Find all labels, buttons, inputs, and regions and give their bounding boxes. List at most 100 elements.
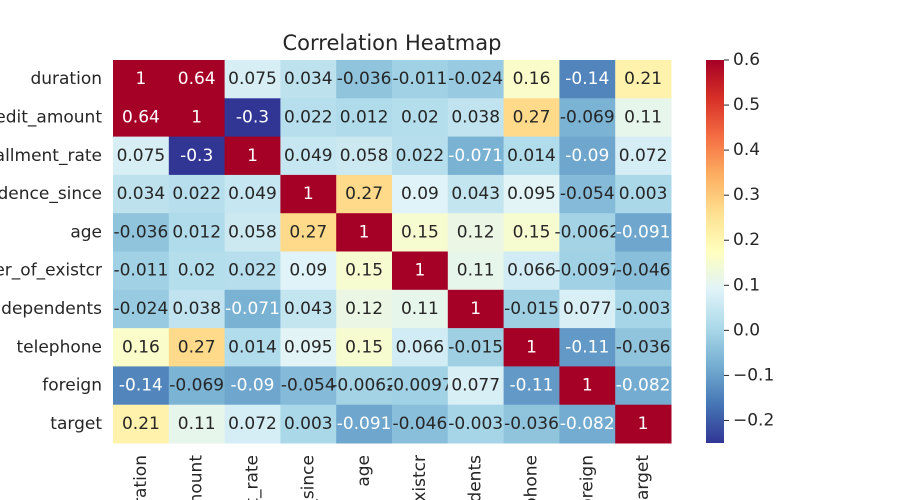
heatmap-cell [336,366,393,406]
cell-label: -0.091 [616,222,671,242]
colorbar-tick-label: 0.5 [733,95,760,115]
heatmap-cell [392,60,449,99]
cell-label: 1 [470,299,481,319]
cell-label: -0.011 [113,261,168,281]
heatmap-cell [615,98,672,138]
heatmap-cell [447,98,505,138]
heatmap-cell [447,213,505,252]
cell-label: -0.11 [510,376,554,396]
heatmap-cell [392,289,449,329]
cell-label: -0.14 [565,69,609,89]
heatmap-cell [224,60,281,99]
cell-label: 1 [191,107,202,127]
cell-label: -0.0097 [554,261,620,281]
heatmap-cell [224,404,281,444]
heatmap-cell [113,251,170,291]
cell-label: 0.072 [228,414,277,434]
chart-title: Correlation Heatmap [283,31,502,55]
cell-label: -0.09 [231,376,275,396]
cell-label: 0.066 [507,261,556,281]
heatmap-cell [503,366,560,406]
row-label: residence_since [0,184,102,204]
heatmap-cell [168,136,226,176]
heatmap-cell [168,289,226,329]
heatmap-cell [615,289,672,329]
cell-label: -0.3 [180,146,213,166]
cell-label: -0.036 [616,337,671,357]
column-label: dependents [466,455,486,500]
heatmap-cell [615,213,672,252]
heatmap-cell [503,213,560,252]
heatmap-cell [392,251,449,291]
heatmap-cell [280,60,337,99]
heatmap-cell [615,60,672,99]
heatmap-cell [615,136,672,176]
cell-label: 0.022 [284,107,333,127]
heatmap-cell [559,289,616,329]
column-label: credit_amount [187,455,207,500]
heatmap-cell [392,404,449,444]
cell-label: 0.014 [228,337,277,357]
heatmap-cell [615,328,672,367]
heatmap-cell [559,328,616,367]
heatmap-cell [447,366,505,406]
heatmap-cell [392,98,449,138]
heatmap-cell [503,60,560,99]
heatmap-cell [447,174,505,214]
heatmap-cell [113,98,170,138]
heatmap-cell [503,289,560,329]
heatmap-cell [168,404,226,444]
cell-label: -0.069 [560,107,615,127]
cell-label: -0.003 [616,299,671,319]
cell-label: 0.022 [396,146,445,166]
heatmap-cell [113,366,170,406]
heatmap-cell [113,328,170,367]
cell-label: -0.14 [119,376,163,396]
heatmap-cell [224,328,281,367]
row-label: installment_rate [0,146,102,166]
cell-label: 0.095 [284,337,333,357]
heatmap-cell [336,328,393,367]
cell-label: 1 [135,69,146,89]
heatmap-cell [336,60,393,99]
cell-label: -0.015 [504,299,559,319]
cell-label: 0.014 [507,146,556,166]
heatmap-cell [503,404,560,444]
cell-label: -0.091 [337,414,392,434]
heatmap-cell [447,328,505,367]
heatmap-cell [503,98,560,138]
heatmap-cell [224,136,281,176]
heatmap-cell [336,136,393,176]
heatmap-cell [168,60,226,99]
column-label: residence_since [298,455,318,500]
heatmap-cell [447,60,505,99]
cell-label: 1 [303,184,314,204]
cell-label: 0.058 [228,222,277,242]
cell-label: 0.12 [345,299,383,319]
cell-label: -0.036 [113,222,168,242]
cell-label: 0.15 [345,337,383,357]
heatmap-cell [336,213,393,252]
cell-label: -0.046 [616,261,671,281]
cell-label: 0.043 [451,184,500,204]
colorbar [706,60,724,443]
cell-label: 0.64 [178,69,216,89]
heatmap-cell [503,328,560,367]
heatmap-cell [559,174,616,214]
cell-label: 1 [582,376,593,396]
column-label: foreign [577,455,597,500]
cell-label: 0.022 [172,184,221,204]
cell-label: -0.0062 [554,222,620,242]
cell-label: 0.075 [117,146,166,166]
cell-label: 0.077 [563,299,612,319]
heatmap-cell [503,251,560,291]
cell-label: -0.024 [448,69,503,89]
column-label: number_of_existcr [410,455,430,500]
heatmap-cell [336,289,393,329]
cell-label: 0.022 [228,261,277,281]
cell-label: 0.11 [401,299,439,319]
heatmap-cell [336,174,393,214]
heatmap-cell [280,136,337,176]
cell-label: 0.049 [228,184,277,204]
heatmap-cell [615,366,672,406]
